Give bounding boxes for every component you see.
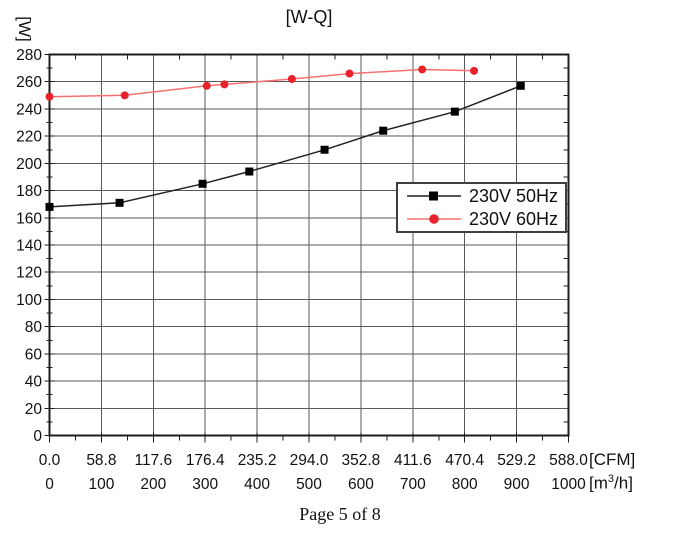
data-point-square bbox=[450, 107, 459, 116]
y-tick-label: 140 bbox=[16, 238, 42, 255]
y-tick-label: 220 bbox=[16, 129, 42, 146]
data-point-circle bbox=[287, 74, 296, 83]
legend: 230V 50Hz 230V 60Hz bbox=[396, 182, 567, 233]
y-tick-label: 240 bbox=[16, 101, 42, 118]
y-tick-label: 260 bbox=[16, 74, 42, 91]
data-point-circle bbox=[202, 81, 211, 90]
data-point-circle bbox=[470, 66, 479, 75]
y-tick-label: 100 bbox=[16, 292, 42, 309]
x-tick-label-m3h: 500 bbox=[296, 476, 322, 493]
y-tick-label: 200 bbox=[16, 156, 42, 173]
x-tick-label-cfm: 176.4 bbox=[186, 452, 225, 469]
x-axis-unit-m3h-pre: [m bbox=[589, 473, 608, 493]
x-tick-label-cfm: 529.2 bbox=[497, 452, 536, 469]
series-line-0 bbox=[49, 85, 522, 208]
x-axis-unit-cfm: [CFM] bbox=[589, 450, 636, 469]
data-point-circle bbox=[120, 91, 129, 100]
data-point-square bbox=[516, 81, 525, 90]
x-tick-label-cfm: 352.8 bbox=[342, 452, 381, 469]
x-tick-label-m3h: 1000 bbox=[551, 476, 586, 493]
data-point-square bbox=[115, 198, 124, 207]
x-tick-label-cfm: 294.0 bbox=[290, 452, 329, 469]
x-tick-label-m3h: 400 bbox=[244, 476, 270, 493]
legend-item-1: 230V 60Hz bbox=[407, 208, 565, 230]
x-tick-label-m3h: 600 bbox=[348, 476, 374, 493]
x-tick-label-m3h: 0 bbox=[45, 476, 54, 493]
x-axis-unit-m3h-sup: 3 bbox=[607, 473, 615, 485]
y-tick-label: 0 bbox=[33, 428, 42, 445]
y-tick-label: 20 bbox=[25, 401, 43, 418]
legend-label: 230V 50Hz bbox=[469, 185, 559, 206]
x-tick-label-cfm: 470.4 bbox=[445, 452, 484, 469]
y-tick-label: 60 bbox=[25, 346, 43, 363]
y-tick-label: 80 bbox=[25, 319, 43, 336]
data-point-circle bbox=[418, 65, 427, 74]
chart-title: [W-Q] bbox=[285, 7, 333, 27]
x-axis-unit-m3h-post: /h] bbox=[614, 473, 633, 493]
data-point-square bbox=[45, 202, 54, 211]
x-tick-label-cfm: 58.8 bbox=[86, 452, 116, 469]
x-tick-label-m3h: 800 bbox=[452, 476, 478, 493]
y-tick-label: 280 bbox=[16, 47, 42, 64]
y-tick-label: 120 bbox=[16, 265, 42, 282]
data-point-square bbox=[245, 167, 254, 176]
y-tick-label: 180 bbox=[16, 183, 42, 200]
x-tick-label-m3h: 700 bbox=[400, 476, 426, 493]
legend-swatch-circle-icon bbox=[407, 214, 461, 224]
legend-item-0: 230V 50Hz bbox=[407, 185, 565, 207]
x-tick-label-m3h: 100 bbox=[88, 476, 114, 493]
page-number: Page 5 of 8 bbox=[299, 504, 381, 524]
series-line-1 bbox=[49, 68, 475, 98]
x-tick-label-cfm: 117.6 bbox=[134, 452, 172, 469]
y-tick-label: 40 bbox=[25, 374, 43, 391]
x-tick-label-cfm: 588.0 bbox=[549, 452, 588, 469]
x-tick-label-cfm: 411.6 bbox=[394, 452, 432, 469]
data-point-circle bbox=[345, 69, 354, 78]
data-point-circle bbox=[45, 92, 54, 101]
x-tick-label-m3h: 200 bbox=[140, 476, 166, 493]
data-point-square bbox=[320, 145, 329, 154]
x-tick-label-cfm: 235.2 bbox=[238, 452, 277, 469]
x-tick-label-m3h: 300 bbox=[192, 476, 218, 493]
legend-label: 230V 60Hz bbox=[469, 208, 559, 229]
data-point-square bbox=[198, 179, 207, 188]
x-tick-label-m3h: 900 bbox=[504, 476, 530, 493]
data-point-circle bbox=[220, 80, 229, 89]
y-tick-label: 160 bbox=[16, 210, 42, 227]
x-axis-unit-m3h: [m3/h] bbox=[589, 473, 633, 494]
data-point-square bbox=[379, 126, 388, 135]
x-tick-label-cfm: 0.0 bbox=[39, 452, 61, 469]
legend-swatch-square-icon bbox=[407, 191, 461, 201]
